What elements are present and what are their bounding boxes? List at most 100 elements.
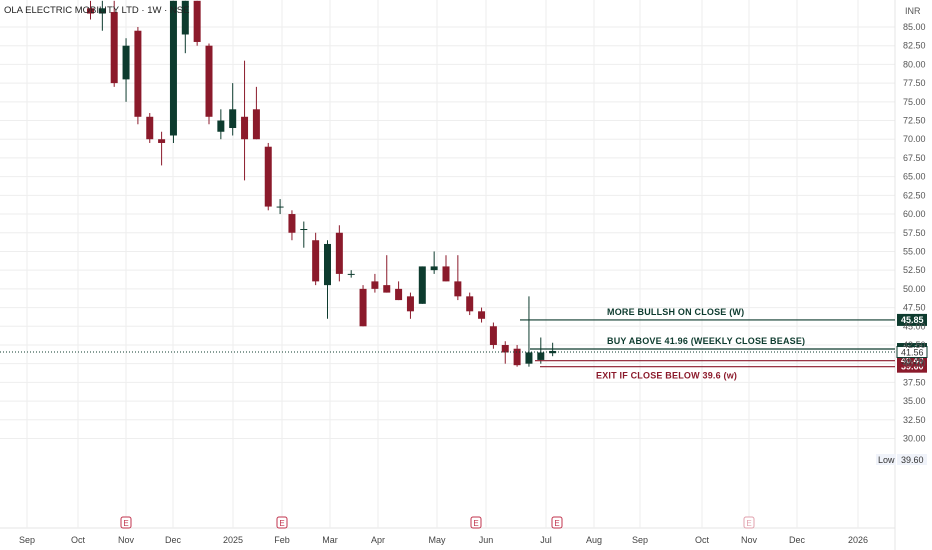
earnings-event-marker[interactable]: E bbox=[120, 516, 132, 529]
candle-body bbox=[395, 288, 403, 301]
x-tick-label: Nov bbox=[741, 535, 758, 545]
low-label: Low bbox=[878, 455, 895, 465]
x-tick-label: Nov bbox=[118, 535, 135, 545]
earnings-marker-letter: E bbox=[123, 519, 128, 528]
candle-body bbox=[300, 229, 308, 231]
low-label-bg bbox=[876, 454, 896, 465]
level-label: BUY ABOVE 41.96 (WEEKLY CLOSE BEASE) bbox=[607, 336, 805, 346]
candle-body bbox=[371, 281, 379, 289]
candle bbox=[217, 109, 225, 140]
y-tick-label: 60.00 bbox=[903, 209, 926, 219]
candle bbox=[146, 113, 154, 143]
candle bbox=[110, 0, 118, 87]
candle-body bbox=[252, 109, 260, 140]
y-tick-label: 37.50 bbox=[903, 377, 926, 387]
candle bbox=[442, 255, 450, 282]
x-tick-label: Jun bbox=[479, 535, 494, 545]
candle-body bbox=[418, 266, 426, 304]
y-tick-label: 85.00 bbox=[903, 22, 926, 32]
candle bbox=[98, 0, 106, 31]
x-tick-label: Dec bbox=[165, 535, 182, 545]
candle-body bbox=[276, 206, 284, 208]
earnings-marker-box bbox=[470, 516, 482, 529]
y-tick-label: 50.00 bbox=[903, 284, 926, 294]
level-price-tag bbox=[897, 313, 927, 326]
candle bbox=[489, 322, 497, 349]
candle-body bbox=[383, 285, 391, 293]
earnings-marker-letter: E bbox=[746, 519, 751, 528]
candle-body bbox=[466, 296, 474, 312]
earnings-event-marker[interactable]: E bbox=[470, 516, 482, 529]
candle-body bbox=[406, 296, 414, 312]
candle bbox=[276, 199, 284, 215]
earnings-marker-box bbox=[743, 516, 755, 529]
candle-body bbox=[312, 240, 320, 282]
candle bbox=[501, 341, 509, 364]
y-tick-label: 32.50 bbox=[903, 415, 926, 425]
candle-body bbox=[324, 243, 331, 286]
candle bbox=[241, 60, 249, 181]
candle bbox=[252, 86, 260, 140]
candle bbox=[466, 292, 474, 316]
time-axis[interactable]: Sep Oct Nov Dec 2025 Feb Mar Apr May Jun Jul Aug Sep… bbox=[19, 535, 868, 545]
candle bbox=[513, 344, 521, 367]
earnings-event-marker[interactable]: E bbox=[743, 516, 755, 529]
x-tick-label: Oct bbox=[71, 535, 86, 545]
candle-body bbox=[489, 326, 497, 345]
y-tick-label: 65.00 bbox=[903, 172, 926, 182]
earnings-event-marker[interactable]: E bbox=[551, 516, 563, 529]
candle-body bbox=[193, 0, 201, 42]
candle bbox=[324, 240, 331, 319]
candle bbox=[134, 27, 142, 125]
candle bbox=[537, 337, 545, 364]
candle-body bbox=[158, 139, 166, 143]
y-tick-label: 62.50 bbox=[903, 190, 926, 200]
candle-body bbox=[87, 8, 94, 14]
candle bbox=[169, 0, 177, 143]
candle bbox=[264, 142, 272, 211]
x-tick-label: May bbox=[428, 535, 446, 545]
candle-body bbox=[98, 8, 106, 14]
y-tick-label: 45.00 bbox=[903, 321, 926, 331]
candle-body bbox=[347, 273, 355, 275]
price-axis[interactable]: 85.00 82.50 80.00 77.50 75.00 72.50 70.00 67.50… bbox=[903, 22, 926, 444]
candle bbox=[383, 255, 391, 293]
level-price-tag-text: 45.85 bbox=[901, 315, 924, 325]
y-tick-label: 75.00 bbox=[903, 97, 926, 107]
y-tick-label: 35.00 bbox=[903, 396, 926, 406]
earnings-event-marker[interactable]: E bbox=[276, 516, 288, 529]
candle-body bbox=[501, 344, 509, 353]
candle-body bbox=[217, 120, 225, 132]
earnings-marker-box bbox=[276, 516, 288, 529]
candle bbox=[288, 210, 296, 241]
x-tick-label: Jul bbox=[540, 535, 552, 545]
candle bbox=[87, 0, 94, 20]
earnings-marker-box bbox=[120, 516, 132, 529]
candle-body bbox=[288, 214, 296, 233]
candle bbox=[335, 225, 343, 282]
y-tick-label: 30.00 bbox=[903, 434, 926, 444]
y-tick-label: 80.00 bbox=[903, 59, 926, 69]
candle bbox=[359, 285, 367, 327]
candle bbox=[418, 266, 426, 304]
x-tick-label: 2025 bbox=[223, 535, 243, 545]
x-tick-label: Aug bbox=[586, 535, 602, 545]
symbol-title: OLA ELECTRIC MOBILITY LTD · 1W · NSE bbox=[4, 5, 189, 16]
earnings-marker-letter: E bbox=[554, 519, 559, 528]
exit-upper-tag-text: 40.40 bbox=[901, 356, 924, 366]
low-value: 39.60 bbox=[901, 455, 924, 465]
y-tick-label: 55.00 bbox=[903, 246, 926, 256]
candle-body bbox=[537, 352, 545, 360]
x-tick-label: 2026 bbox=[848, 535, 868, 545]
earnings-marker-box bbox=[551, 516, 563, 529]
candle-body bbox=[525, 352, 533, 364]
y-tick-label: 47.50 bbox=[903, 303, 926, 313]
candle bbox=[406, 292, 414, 319]
y-tick-label: 70.00 bbox=[903, 134, 926, 144]
low-value-bg bbox=[897, 454, 927, 465]
candle-body bbox=[229, 109, 237, 129]
candle bbox=[430, 251, 438, 274]
y-tick-label: 77.50 bbox=[903, 78, 926, 88]
level-label: MORE BULLSH ON CLOSE (W) bbox=[607, 307, 744, 317]
